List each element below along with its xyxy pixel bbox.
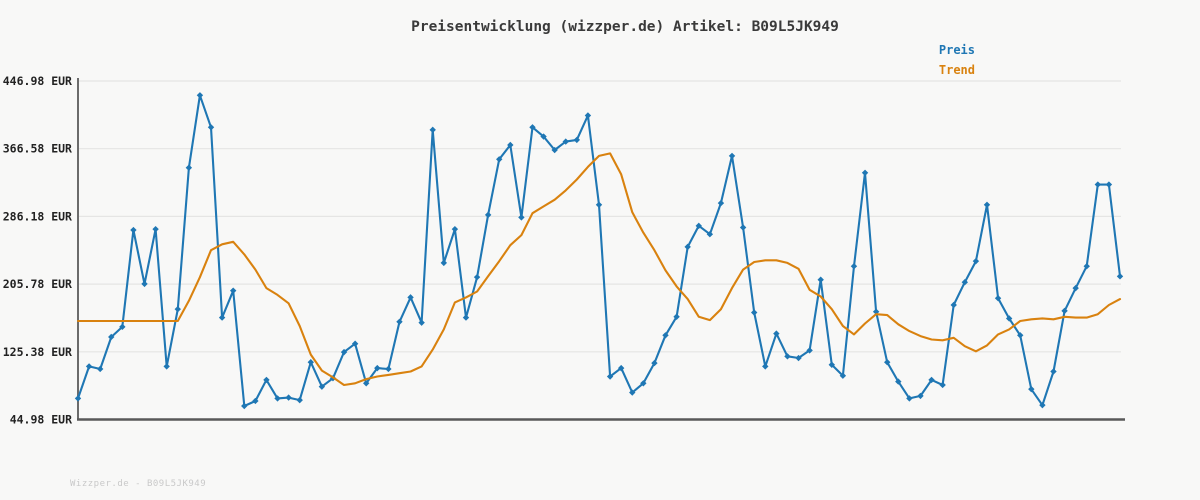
svg-text:44.98 EUR: 44.98 EUR bbox=[10, 413, 72, 427]
svg-text:205.78 EUR: 205.78 EUR bbox=[3, 277, 72, 291]
legend-item-preis: Preis bbox=[938, 43, 975, 57]
svg-text:366.58 EUR: 366.58 EUR bbox=[3, 142, 72, 156]
chart-legend: Preis Trend bbox=[939, 40, 975, 80]
watermark-text: Wizzper.de - B09L5JK949 bbox=[70, 479, 207, 489]
legend-item-trend: Trend bbox=[938, 63, 975, 77]
svg-text:286.18 EUR: 286.18 EUR bbox=[3, 209, 72, 223]
svg-text:446.98 EUR: 446.98 EUR bbox=[3, 74, 72, 88]
svg-text:125.38 EUR: 125.38 EUR bbox=[3, 345, 72, 359]
chart-title: Preisentwicklung (wizzper.de) Artikel: B… bbox=[411, 19, 839, 35]
